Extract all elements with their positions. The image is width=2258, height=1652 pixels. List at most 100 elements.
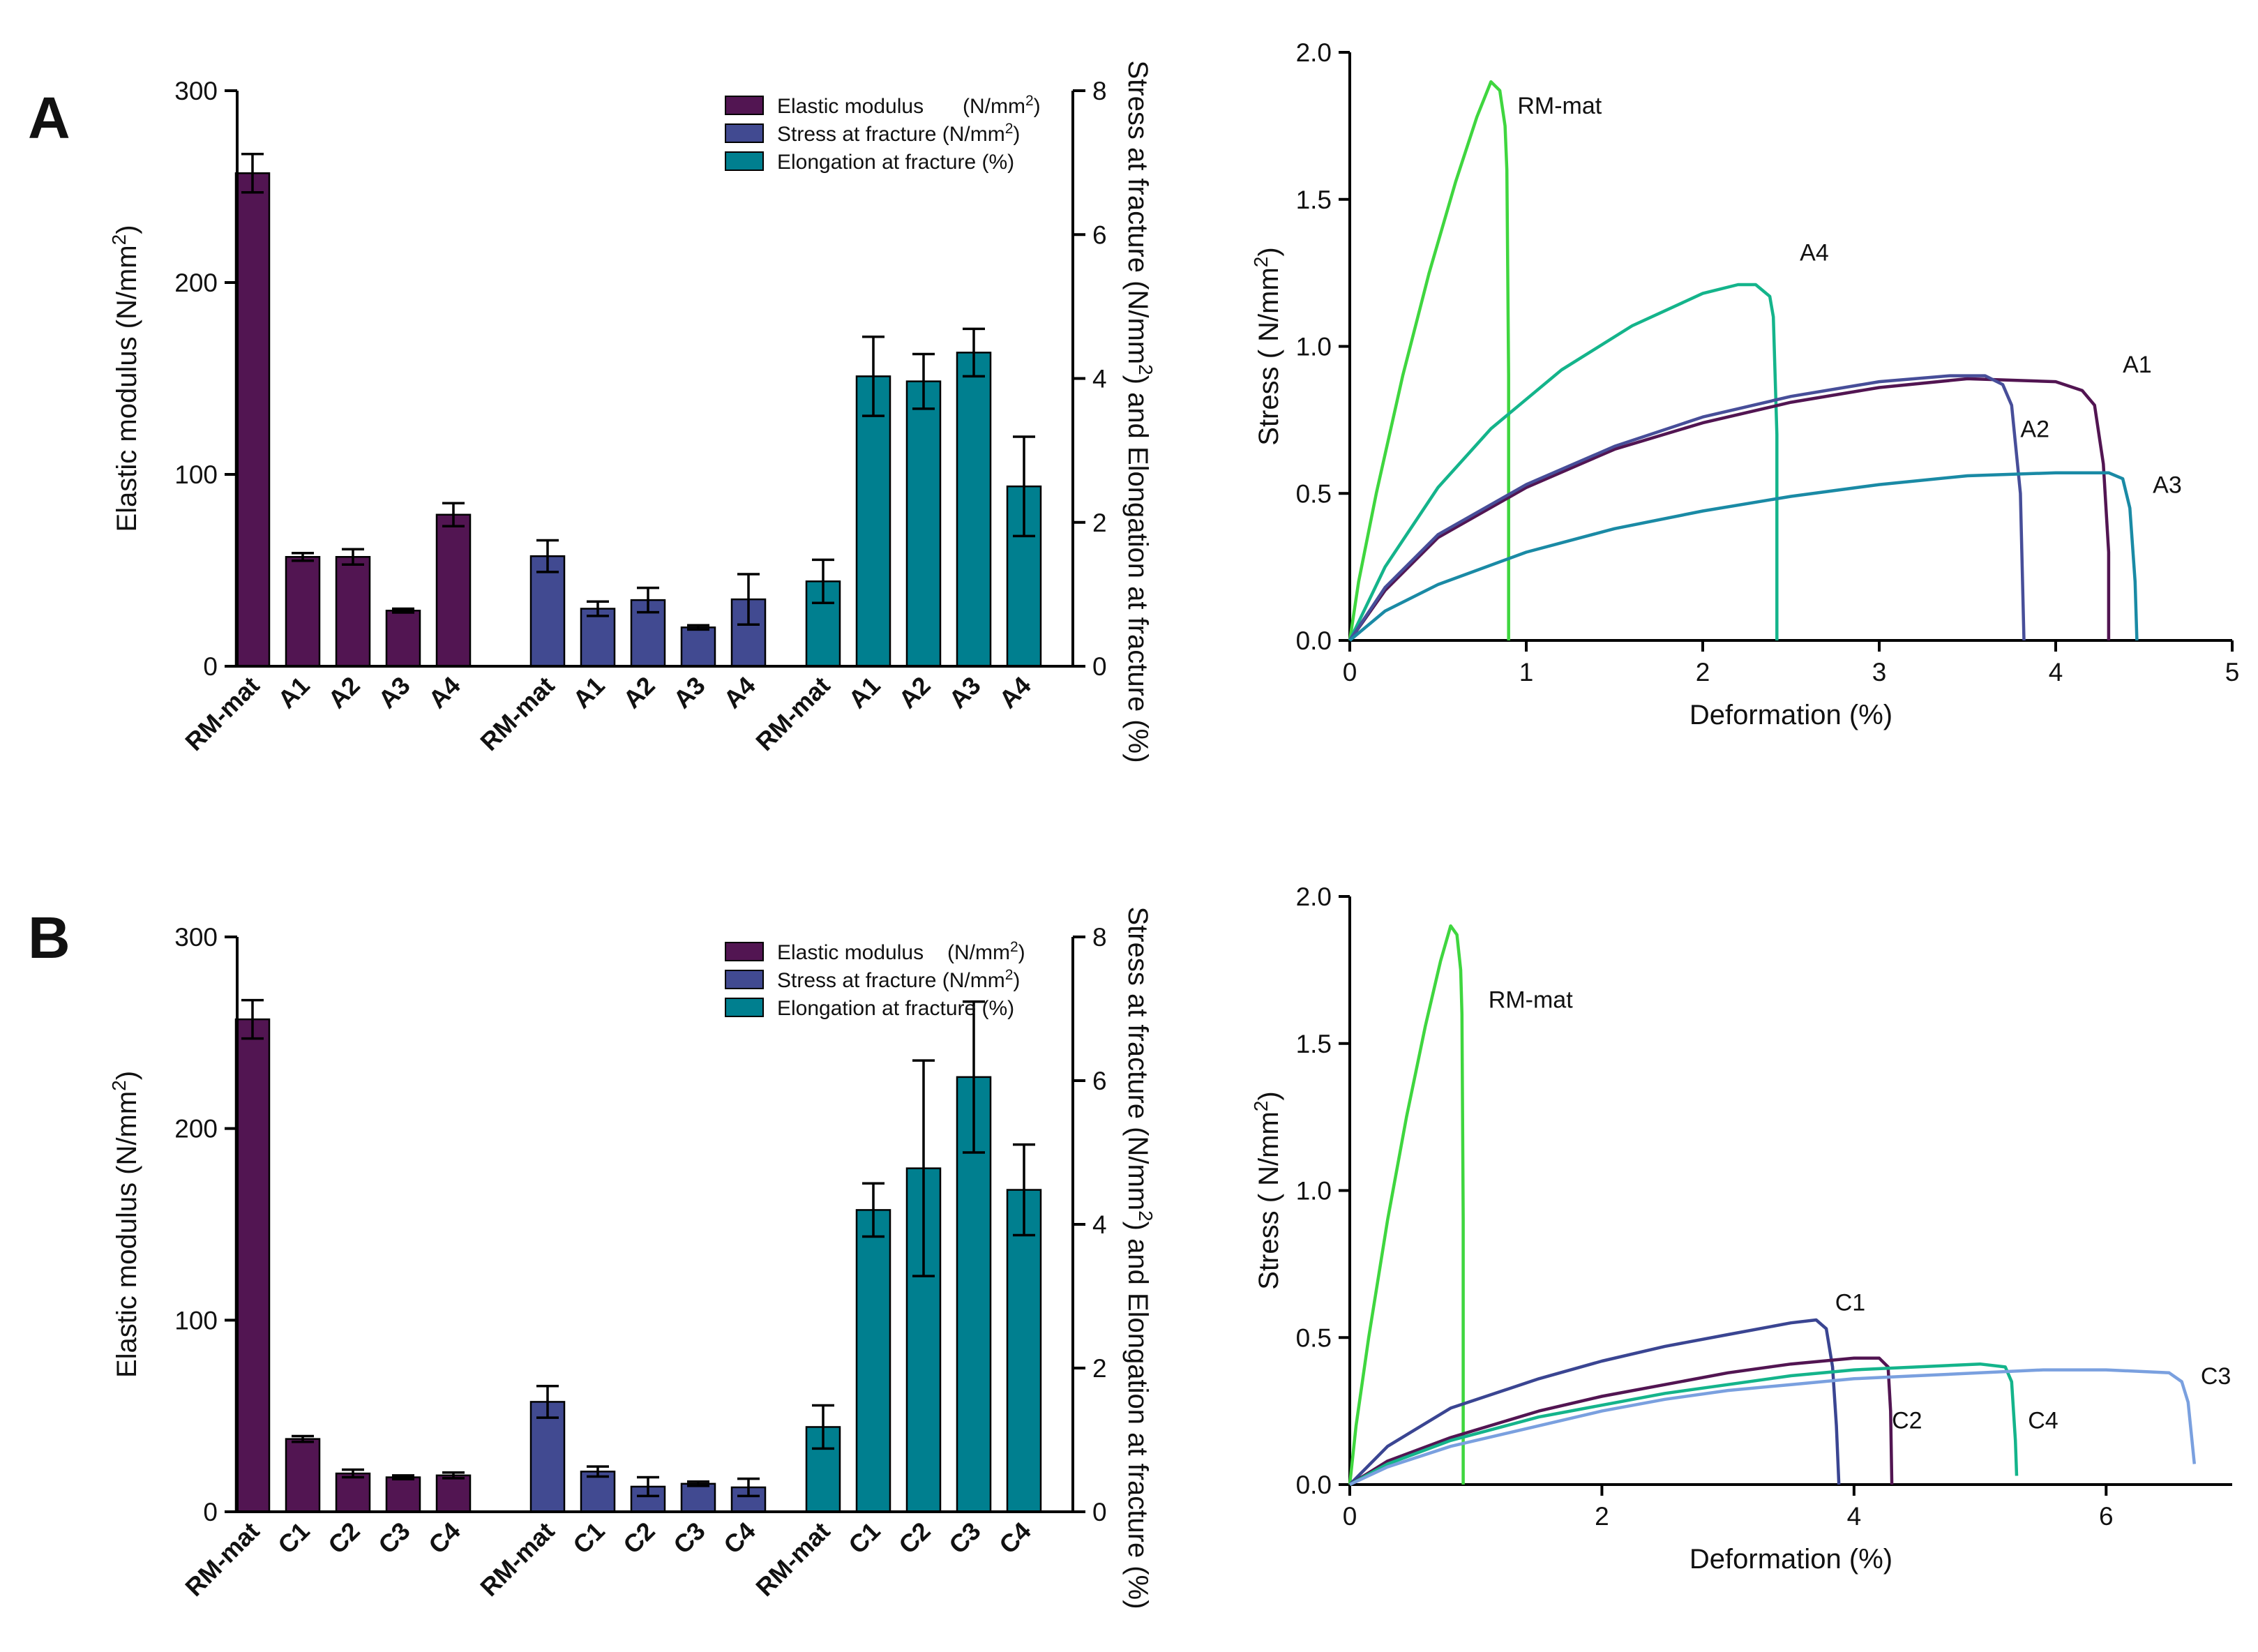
left-tick-label-b-100: 100	[174, 1306, 218, 1335]
right-tick-label-a-4: 4	[1092, 365, 1107, 393]
legend-swatch-a-elastic-modulus	[725, 96, 764, 115]
right-tick-label-a-0: 0	[1092, 652, 1107, 681]
error-bar-a-elongation-at-fracture-a2	[912, 352, 935, 410]
error-bar-a-stress-at-fracture-rm-mat	[536, 539, 559, 573]
curve-b-c3	[1349, 1368, 2197, 1487]
right-tick-label-a-6: 6	[1092, 220, 1107, 249]
panel-a-stress-strain-chart: 0.0 0.5 1.0 1.5 2.0 0 1 2 3 4 5 Deformation (%) Stre…	[1250, 38, 2240, 730]
error-bar-a-stress-at-fracture-a1	[587, 600, 609, 617]
left-tick-label-b-300: 300	[174, 923, 218, 952]
curve-b-rm-mat	[1348, 924, 1465, 1485]
left-tick-label-a-0: 0	[203, 652, 218, 681]
curve-b-c4	[1348, 1362, 2019, 1486]
error-bar-b-stress-at-fracture-rm-mat	[536, 1385, 559, 1419]
curve-a-a3	[1348, 471, 2139, 642]
curve-label-a-rm-mat: RM-mat	[1517, 93, 1602, 119]
left-axis-title-b: Elastic modulus (N/mm2)	[108, 1071, 143, 1378]
right-tick-label-b-8: 8	[1092, 923, 1107, 952]
bar-b-stress-at-fracture-c3	[680, 1482, 716, 1513]
legend-swatch-a-elongation-at-fracture	[725, 151, 764, 171]
bar-a-elastic-modulus-a1	[285, 556, 321, 668]
error-bar-a-elongation-at-fracture-a3	[963, 327, 985, 378]
bar-a-stress-at-fracture-rm-mat	[529, 555, 566, 668]
bar-a-elastic-modulus-a3	[385, 610, 421, 668]
curve-label-b-c4: C4	[2028, 1407, 2058, 1434]
y-tick-label-b-2-0: 2.0	[1296, 883, 1332, 911]
curve-label-b-c1: C1	[1835, 1290, 1865, 1316]
curve-label-a-a2: A2	[2020, 416, 2049, 443]
curve-a-a1	[1348, 377, 2111, 642]
bar-a-elastic-modulus-rm-mat	[234, 172, 271, 668]
legend-label-a-stress-at-fracture-n-mm: Stress at fracture (N/mm2)	[777, 121, 1020, 147]
left-tick-label-a-200: 200	[174, 269, 218, 297]
x-tick-label-a-2: 2	[1696, 658, 1710, 686]
error-bar-a-stress-at-fracture-a2	[637, 586, 659, 614]
y-tick-label-a-0-5: 0.5	[1296, 479, 1332, 508]
error-bar-a-elongation-at-fracture-a4	[1013, 435, 1035, 538]
error-bar-b-stress-at-fracture-c4	[737, 1477, 760, 1498]
y-tick-label-a-1-0: 1.0	[1296, 333, 1332, 361]
legend-swatch-b-stress-at-fracture-n-mm	[725, 970, 764, 989]
curve-a-a4	[1348, 283, 1779, 641]
error-bar-b-elongation-at-fracture-c2	[912, 1059, 935, 1277]
error-bar-a-stress-at-fracture-a3	[687, 624, 709, 631]
error-bar-a-elongation-at-fracture-rm-mat	[812, 558, 834, 604]
error-bar-b-elongation-at-fracture-c4	[1013, 1143, 1035, 1237]
error-bar-b-elongation-at-fracture-rm-mat	[812, 1404, 834, 1450]
y-tick-label-a-2-0: 2.0	[1296, 38, 1332, 67]
bar-b-elongation-at-fracture-c1	[855, 1209, 891, 1513]
bar-b-elastic-modulus-c3	[385, 1476, 421, 1513]
error-bar-a-elastic-modulus-a2	[342, 548, 364, 566]
x-tick-label-b-4: 4	[1847, 1502, 1862, 1531]
legend-label-b-stress-at-fracture-n-mm: Stress at fracture (N/mm2)	[777, 967, 1020, 993]
legend-unit-a-elastic-modulus: (N/mm2)	[963, 93, 1041, 119]
y-tick-label-b-1-0: 1.0	[1296, 1177, 1332, 1206]
error-bar-b-elongation-at-fracture-c3	[963, 1000, 985, 1154]
error-bar-a-elongation-at-fracture-a1	[862, 335, 885, 417]
bar-b-stress-at-fracture-c1	[580, 1471, 616, 1513]
bar-b-elastic-modulus-c1	[285, 1438, 321, 1513]
bar-a-stress-at-fracture-a1	[580, 608, 616, 668]
right-tick-label-b-4: 4	[1092, 1210, 1107, 1239]
y-tick-label-a-0-0: 0.0	[1296, 626, 1332, 655]
y-axis-title-a-line: Stress ( N/mm2)	[1250, 247, 1285, 445]
legend-swatch-b-elongation-at-fracture	[725, 998, 764, 1017]
x-tick-label-a-1: 1	[1519, 658, 1534, 686]
right-tick-label-b-6: 6	[1092, 1067, 1107, 1095]
x-tick-label-a-5: 5	[2225, 658, 2240, 686]
curve-label-b-c2: C2	[1892, 1407, 1922, 1434]
curve-a-a2	[1348, 374, 2026, 642]
panel-label-a: A	[28, 85, 70, 151]
error-bar-b-elastic-modulus-c2	[342, 1468, 364, 1479]
x-tick-label-b-0: 0	[1343, 1502, 1357, 1531]
bar-a-elastic-modulus-a4	[435, 513, 472, 668]
error-bar-a-elastic-modulus-a1	[292, 552, 314, 562]
error-bar-a-elastic-modulus-rm-mat	[241, 153, 264, 194]
bar-b-elastic-modulus-c4	[435, 1474, 472, 1513]
left-tick-label-b-200: 200	[174, 1115, 218, 1143]
bar-a-elongation-at-fracture-a1	[855, 375, 891, 668]
y-tick-label-b-0-0: 0.0	[1296, 1471, 1332, 1499]
bar-a-stress-at-fracture-a4	[730, 598, 767, 668]
curve-b-c1	[1348, 1318, 1841, 1486]
right-tick-label-b-2: 2	[1092, 1354, 1107, 1383]
y-tick-label-b-0-5: 0.5	[1296, 1323, 1332, 1352]
error-bar-a-elastic-modulus-a3	[392, 607, 414, 614]
right-axis-title-a: Stress at fracture (N/mm2) and Elongatio…	[1122, 60, 1157, 763]
right-axis-title-b: Stress at fracture (N/mm2) and Elongatio…	[1122, 906, 1157, 1609]
x-tick-label-a-0: 0	[1343, 658, 1357, 686]
right-tick-label-b-0: 0	[1092, 1498, 1107, 1526]
curve-label-b-rm-mat: RM-mat	[1489, 987, 1573, 1014]
bar-a-elastic-modulus-a2	[335, 556, 371, 668]
error-bar-b-elastic-modulus-c4	[442, 1471, 465, 1480]
x-tick-label-b-6: 6	[2099, 1502, 2114, 1531]
curve-label-a-a4: A4	[1800, 240, 1829, 266]
panel-b-stress-strain-chart: 0.0 0.5 1.0 1.5 2.0 0 2 4 6 Deformation (%) Stress…	[1250, 883, 2232, 1575]
panel-label-b: B	[28, 905, 70, 970]
bar-b-elongation-at-fracture-c4	[1006, 1189, 1042, 1513]
legend-unit-b-elastic-modulus: (N/mm2)	[947, 939, 1025, 965]
curve-label-a-a1: A1	[2123, 352, 2152, 378]
x-tick-label-a-4: 4	[2049, 658, 2063, 686]
